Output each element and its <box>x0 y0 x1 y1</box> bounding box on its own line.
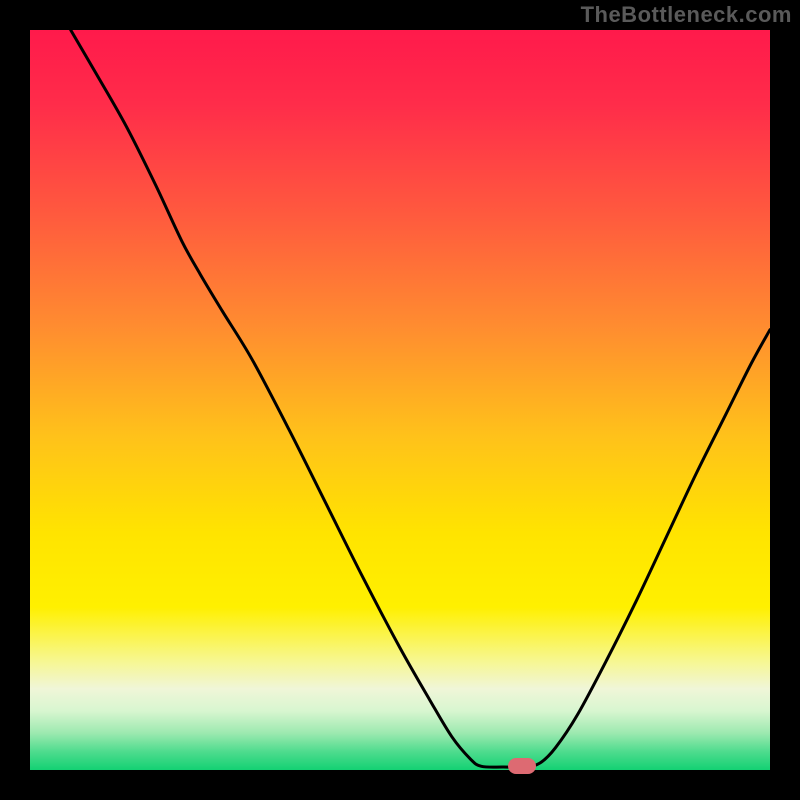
curve-layer <box>30 30 770 770</box>
optimal-marker <box>508 758 536 774</box>
chart-frame: TheBottleneck.com <box>0 0 800 800</box>
bottleneck-curve <box>71 30 770 767</box>
plot-area <box>30 30 770 770</box>
watermark-text: TheBottleneck.com <box>581 2 792 28</box>
